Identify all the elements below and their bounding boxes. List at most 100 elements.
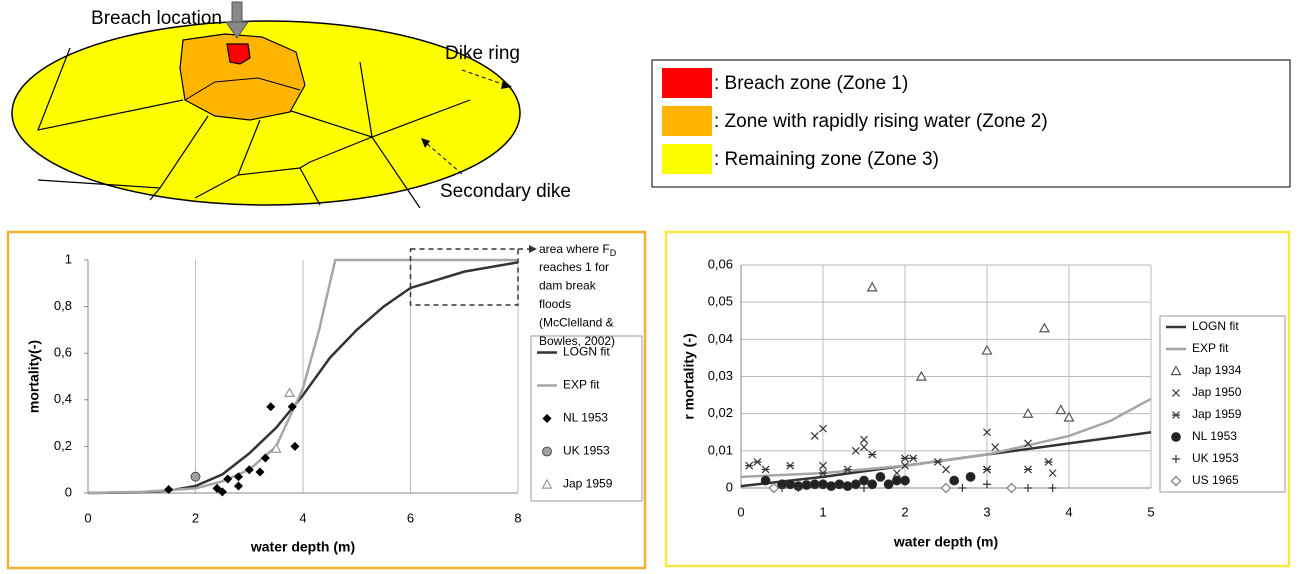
x-tick-label: 5 xyxy=(1147,504,1154,519)
dike-ring-label: Dike ring xyxy=(445,43,520,64)
point xyxy=(745,461,754,470)
point xyxy=(958,484,967,492)
x-axis-label: water depth (m) xyxy=(250,539,355,555)
x-tick-label: 2 xyxy=(192,510,199,525)
annotation: area where FD xyxy=(539,242,617,258)
point xyxy=(223,474,233,484)
point xyxy=(1171,432,1181,442)
point xyxy=(786,461,795,470)
point xyxy=(883,479,894,490)
point xyxy=(244,465,254,475)
annotation: reaches 1 for xyxy=(539,260,609,274)
zone-2 xyxy=(179,33,306,121)
point xyxy=(234,481,243,491)
legend-label: : Remaining zone (Zone 3) xyxy=(714,149,939,170)
point xyxy=(983,428,991,437)
point xyxy=(1170,475,1182,487)
point xyxy=(875,471,886,482)
point xyxy=(778,484,786,492)
legend-label: UK 1953 xyxy=(563,444,610,458)
point xyxy=(270,442,282,453)
point xyxy=(541,478,553,489)
y-tick-label: 0,05 xyxy=(708,294,733,309)
chart-frame xyxy=(6,230,647,570)
point xyxy=(819,461,827,470)
y-tick-label: 0 xyxy=(726,479,733,494)
x-tick-label: 3 xyxy=(983,504,990,519)
highlight-box xyxy=(409,248,519,306)
legend-label: LOGN fit xyxy=(1192,319,1239,333)
y-tick-label: 0,04 xyxy=(708,331,733,346)
x-tick-label: 4 xyxy=(299,510,306,525)
y-tick-label: 0,06 xyxy=(708,256,733,271)
zone-legend xyxy=(651,59,1291,188)
zone-2-dike xyxy=(184,77,301,101)
y-tick-label: 0,6 xyxy=(54,345,72,360)
breach-arrow xyxy=(231,1,243,25)
legend-label: LOGN fit xyxy=(563,345,610,359)
secondary-dike-label: Secondary dike xyxy=(440,181,571,202)
breach-label: Breach location xyxy=(91,8,222,29)
point xyxy=(867,479,878,490)
point xyxy=(164,485,174,495)
point xyxy=(850,479,861,490)
point xyxy=(909,454,918,463)
secondary-dikes xyxy=(37,47,471,209)
point xyxy=(819,424,827,433)
point xyxy=(842,481,853,492)
point xyxy=(1055,404,1067,415)
point xyxy=(768,482,780,494)
point xyxy=(942,465,950,474)
legend-label: Jap 1934 xyxy=(1192,363,1242,377)
point xyxy=(761,465,770,474)
point xyxy=(892,469,901,478)
point xyxy=(915,370,927,381)
y-tick-label: 0,8 xyxy=(54,298,72,313)
point xyxy=(1022,407,1034,418)
point xyxy=(860,435,868,444)
point xyxy=(901,454,909,463)
legend-label: EXP fit xyxy=(563,378,600,392)
point xyxy=(1172,455,1180,463)
point xyxy=(1172,411,1180,419)
point xyxy=(190,471,201,482)
point xyxy=(1024,439,1032,448)
legend-label: Jap 1959 xyxy=(1192,407,1242,421)
point xyxy=(760,475,771,486)
legend-label: US 1965 xyxy=(1192,473,1239,487)
point xyxy=(794,484,803,492)
x-tick-label: 8 xyxy=(514,510,521,525)
point xyxy=(843,465,852,474)
point xyxy=(851,446,860,455)
x-tick-label: 1 xyxy=(819,504,826,519)
legend-label: NL 1953 xyxy=(1192,429,1237,443)
x-axis-label: water depth (m) xyxy=(893,534,998,550)
point xyxy=(1038,322,1050,333)
point xyxy=(900,475,910,486)
annotation-text: area where F xyxy=(539,242,610,256)
y-tick-label: 0,03 xyxy=(708,368,733,383)
point xyxy=(753,458,762,466)
annotation: floods xyxy=(539,297,571,311)
point xyxy=(949,475,960,486)
legend-label: NL 1953 xyxy=(563,411,608,425)
point xyxy=(868,450,877,459)
legend-swatch xyxy=(662,144,712,174)
point xyxy=(1006,482,1017,494)
point xyxy=(217,487,227,497)
point xyxy=(255,467,265,477)
point xyxy=(866,281,878,292)
dike-diagram: Breach location Dike ring Secondary dike xyxy=(11,1,571,209)
point xyxy=(287,402,297,412)
point xyxy=(542,446,552,457)
legend-label: EXP fit xyxy=(1192,341,1229,355)
point xyxy=(810,432,819,440)
point xyxy=(859,475,869,486)
point xyxy=(981,344,993,355)
zone-1 xyxy=(226,43,251,65)
legend-label: Jap 1950 xyxy=(1192,385,1242,399)
dike-ring-pointer xyxy=(461,69,509,87)
point xyxy=(1024,465,1032,474)
x-tick-label: 4 xyxy=(1065,504,1072,519)
